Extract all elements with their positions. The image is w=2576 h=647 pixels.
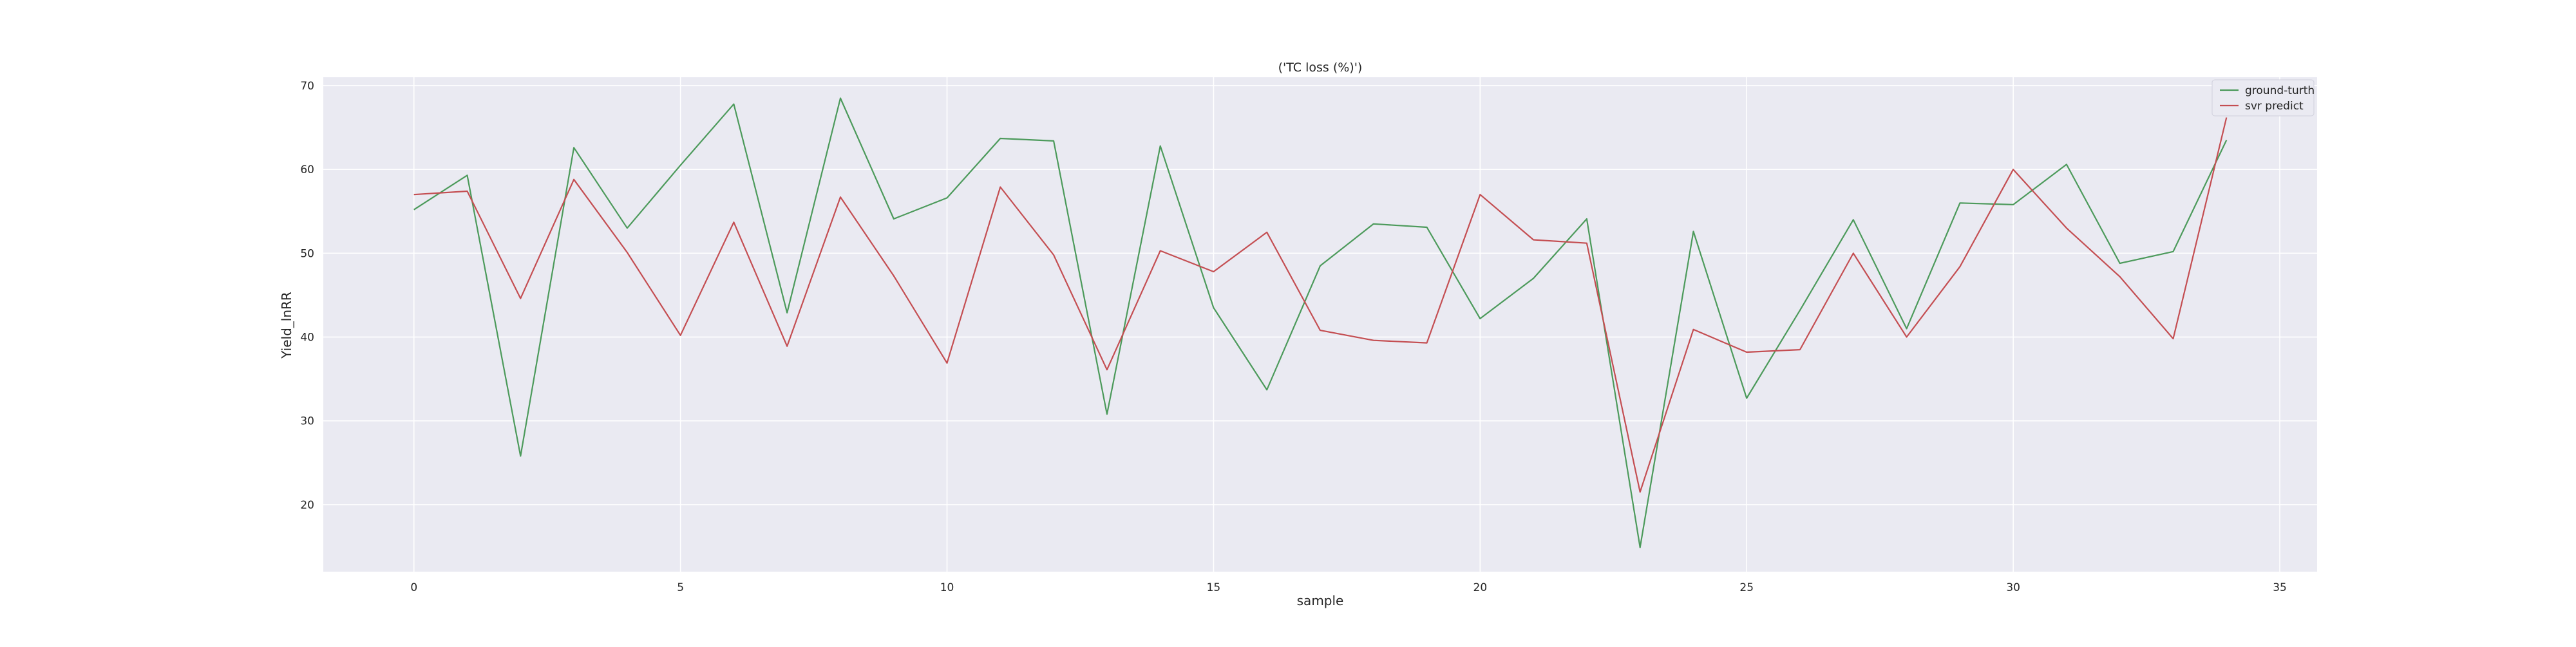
x-tick-label: 25 [1739,581,1754,594]
legend-label-svr-predict: svr predict [2245,100,2304,113]
y-tick-label: 20 [300,499,314,512]
x-tick-labels: 0 5 10 15 20 25 30 35 [410,581,2287,594]
series-line-svr-predict [413,117,2228,493]
x-gridlines [413,77,2280,572]
x-tick-label: 5 [677,581,684,594]
x-tick-label: 0 [410,581,417,594]
x-tick-label: 35 [2273,581,2287,594]
y-tick-label: 50 [300,247,314,260]
legend-box [2211,79,2315,117]
y-axis-label: Yield_lnRR [279,292,294,359]
x-tick-label: 20 [1473,581,1488,594]
plot-background [323,77,2317,572]
x-axis-label: sample [1297,593,1344,608]
chart-title: ('TC loss (%)') [1278,61,1363,75]
legend-label-ground-turth: ground-turth [2245,84,2315,97]
series-line-ground-turth [413,97,2228,549]
y-tick-label: 30 [300,415,314,428]
x-tick-label: 15 [1207,581,1221,594]
x-tick-label: 10 [940,581,954,594]
x-tick-label: 30 [2006,581,2020,594]
legend: ground-turth svr predict [2211,79,2315,117]
series-lines [413,97,2228,549]
y-tick-label: 70 [300,80,314,93]
y-tick-label: 40 [300,332,314,344]
y-gridlines [323,85,2317,505]
y-tick-labels: 20 30 40 50 60 70 [300,80,314,512]
y-tick-label: 60 [300,164,314,176]
